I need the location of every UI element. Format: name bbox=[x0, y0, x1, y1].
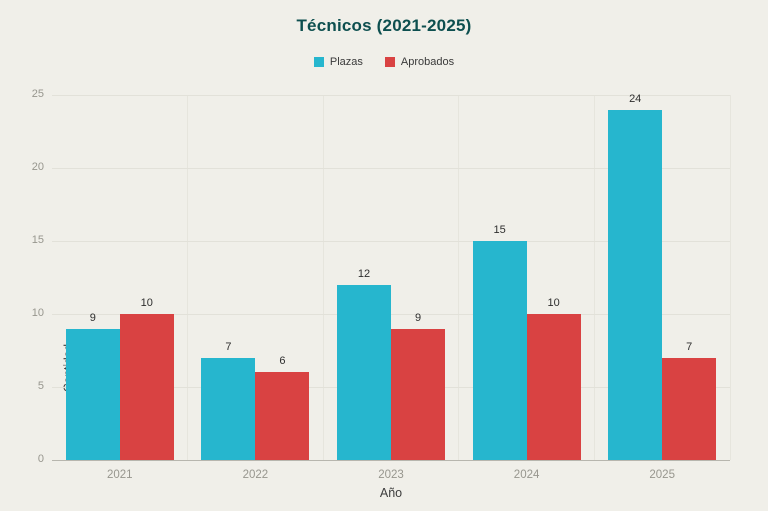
horizontal-gridline bbox=[52, 94, 730, 96]
bar-value-label: 15 bbox=[493, 224, 506, 236]
bar-value-label: 12 bbox=[357, 267, 371, 280]
vertical-gridline bbox=[593, 95, 595, 460]
bar-value-label: 6 bbox=[279, 355, 286, 368]
x-tick-label: 2021 bbox=[107, 469, 133, 481]
vertical-gridline bbox=[187, 95, 189, 460]
bar-value-label: 7 bbox=[686, 340, 693, 353]
legend-label-plazas: Plazas bbox=[329, 56, 363, 68]
y-tick-label: 10 bbox=[31, 307, 44, 319]
x-tick-label: 2023 bbox=[378, 469, 404, 481]
bar-plazas-2023 bbox=[337, 284, 391, 460]
bar-plazas-2021 bbox=[65, 328, 120, 460]
legend-swatch-plazas bbox=[313, 57, 324, 67]
y-tick-label: 0 bbox=[37, 453, 44, 465]
horizontal-gridline bbox=[52, 313, 730, 315]
x-tick-label: 2024 bbox=[513, 469, 540, 481]
y-tick-label: 20 bbox=[31, 161, 44, 173]
legend: Plazas Aprobados bbox=[0, 56, 768, 68]
bar-value-label: 10 bbox=[140, 297, 153, 309]
bar-aprobados-2022 bbox=[255, 372, 310, 460]
plot-area: Cantidad 0510152025910202176202212920231… bbox=[32, 88, 731, 481]
bar-aprobados-2024 bbox=[526, 314, 581, 460]
bar-value-label: 9 bbox=[414, 311, 422, 324]
legend-swatch-aprobados bbox=[384, 57, 395, 67]
y-tick-label: 5 bbox=[37, 380, 44, 392]
legend-item-aprobados: Aprobados bbox=[384, 56, 455, 68]
vertical-gridline bbox=[322, 95, 324, 460]
bar-plazas-2025 bbox=[608, 109, 663, 460]
bar-aprobados-2021 bbox=[119, 314, 174, 460]
bar-value-label: 24 bbox=[629, 92, 642, 105]
x-axis-title: Año bbox=[379, 486, 403, 500]
bar-value-label: 7 bbox=[225, 340, 232, 353]
bar-plazas-2022 bbox=[201, 357, 256, 460]
x-tick-label: 2025 bbox=[649, 469, 675, 481]
legend-item-plazas: Plazas bbox=[313, 56, 363, 68]
y-tick-label: 25 bbox=[31, 88, 44, 100]
y-tick-label: 15 bbox=[31, 234, 44, 246]
bar-aprobados-2023 bbox=[391, 328, 445, 460]
vertical-gridline bbox=[729, 95, 731, 460]
bar-aprobados-2025 bbox=[662, 357, 717, 460]
horizontal-gridline bbox=[52, 240, 730, 242]
bar-value-label: 9 bbox=[89, 311, 96, 324]
vertical-gridline bbox=[458, 95, 460, 460]
bar-value-label: 10 bbox=[547, 297, 560, 309]
legend-label-aprobados: Aprobados bbox=[400, 56, 455, 68]
x-tick-label: 2022 bbox=[242, 469, 269, 481]
x-axis-line bbox=[52, 459, 730, 461]
chart-title: Técnicos (2021-2025) bbox=[296, 16, 472, 35]
bar-plazas-2024 bbox=[472, 241, 527, 460]
horizontal-gridline bbox=[52, 167, 730, 169]
